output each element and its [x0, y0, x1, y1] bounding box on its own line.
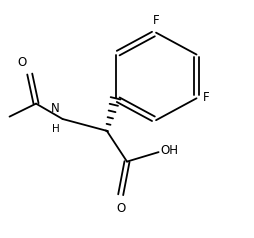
Text: N: N — [51, 102, 60, 115]
Text: O: O — [18, 56, 27, 69]
Text: O: O — [117, 202, 126, 215]
Text: H: H — [52, 124, 60, 134]
Text: F: F — [153, 14, 159, 27]
Text: OH: OH — [161, 144, 179, 158]
Text: F: F — [203, 91, 210, 104]
